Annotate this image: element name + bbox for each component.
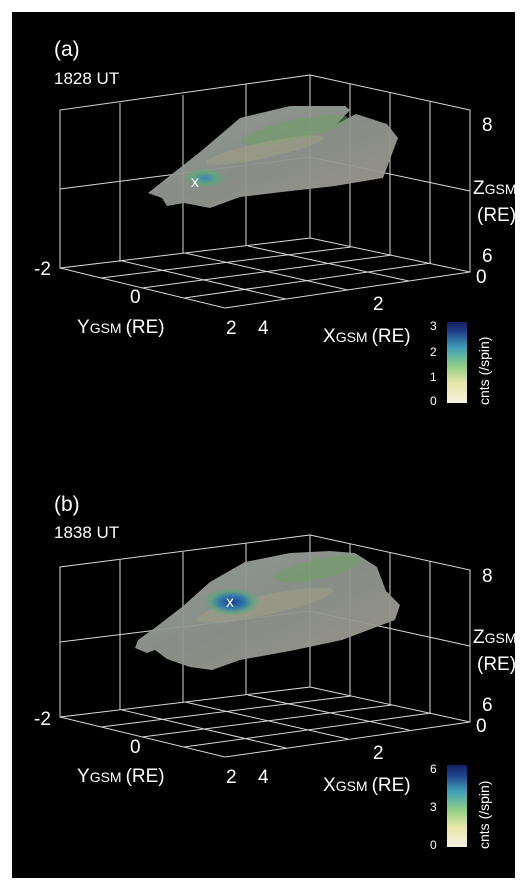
y-axis-main: Y <box>77 317 90 338</box>
x-axis-main: X <box>323 326 336 347</box>
colorbar-label: cnts (/spin) <box>476 781 492 849</box>
y-tick-2: 2 <box>226 767 237 788</box>
x-tick-0: 0 <box>476 716 487 737</box>
x-tick-4: 4 <box>258 318 269 339</box>
y-axis-label: YGSM (RE) <box>77 766 165 787</box>
x-axis-unit: (RE) <box>372 775 411 796</box>
y-tick-2: 2 <box>226 318 237 339</box>
peak-marker: x <box>226 594 234 611</box>
colorbar <box>447 765 467 847</box>
x-tick-0: 0 <box>476 267 487 288</box>
z-tick-6: 6 <box>482 246 493 267</box>
y-axis-sub: GSM <box>90 769 122 785</box>
y-axis-label: YGSM (RE) <box>77 317 165 338</box>
y-tick-neg2: -2 <box>34 259 51 280</box>
y-axis-main: Y <box>77 766 90 787</box>
panel-letter: (a) <box>54 38 80 61</box>
panel-time: 1828 UT <box>54 69 119 88</box>
x-axis-label: XGSM (RE) <box>323 775 411 796</box>
y-tick-0: 0 <box>130 287 141 308</box>
y-tick-neg2: -2 <box>34 709 51 730</box>
colorbar-tick: 2 <box>430 345 437 359</box>
colorbar-tick: 1 <box>430 370 437 384</box>
colorbar-tick: 0 <box>430 838 437 852</box>
z-axis-sub: GSM <box>485 181 517 197</box>
y-tick-0: 0 <box>130 737 141 758</box>
z-axis-main: Z <box>473 627 485 648</box>
z-tick-8: 8 <box>482 115 493 136</box>
y-axis-unit: (RE) <box>126 766 165 787</box>
peak-marker: x <box>191 174 199 191</box>
data-surface <box>148 106 398 208</box>
z-axis-sub: GSM <box>485 630 517 646</box>
panel-a: (a) 1828 UT x 8 6 ZGSM (RE) 0 2 4 XGSM (R… <box>34 38 517 408</box>
panel-b: (b) 1838 UT x 8 6 ZGSM (RE) 0 2 4 XGSM (R… <box>34 493 517 852</box>
z-axis-unit: (RE) <box>477 205 516 226</box>
x-axis-main: X <box>323 775 336 796</box>
grid-box <box>59 74 471 309</box>
x-axis-unit: (RE) <box>372 326 411 347</box>
y-axis-unit: (RE) <box>126 317 165 338</box>
panel-letter: (b) <box>54 493 80 516</box>
colorbar <box>447 322 467 403</box>
y-axis-sub: GSM <box>90 320 122 336</box>
x-tick-4: 4 <box>258 767 269 788</box>
colorbar-tick: 6 <box>430 762 437 776</box>
x-axis-label: XGSM (RE) <box>323 326 411 347</box>
z-axis-label: ZGSM <box>473 178 517 199</box>
z-axis-unit: (RE) <box>477 654 516 675</box>
z-tick-8: 8 <box>482 566 493 587</box>
x-axis-sub: GSM <box>336 329 368 345</box>
x-tick-2: 2 <box>373 294 384 315</box>
colorbar-label: cnts (/spin) <box>476 337 492 405</box>
z-axis-label: ZGSM <box>473 627 517 648</box>
x-axis-sub: GSM <box>336 778 368 794</box>
data-surface <box>135 551 400 670</box>
colorbar-tick: 0 <box>430 394 437 408</box>
panel-time: 1838 UT <box>54 523 119 542</box>
colorbar-tick: 3 <box>430 800 437 814</box>
z-axis-main: Z <box>473 178 485 199</box>
colorbar-tick: 3 <box>430 319 437 333</box>
x-tick-2: 2 <box>373 743 384 764</box>
z-tick-6: 6 <box>482 695 493 716</box>
